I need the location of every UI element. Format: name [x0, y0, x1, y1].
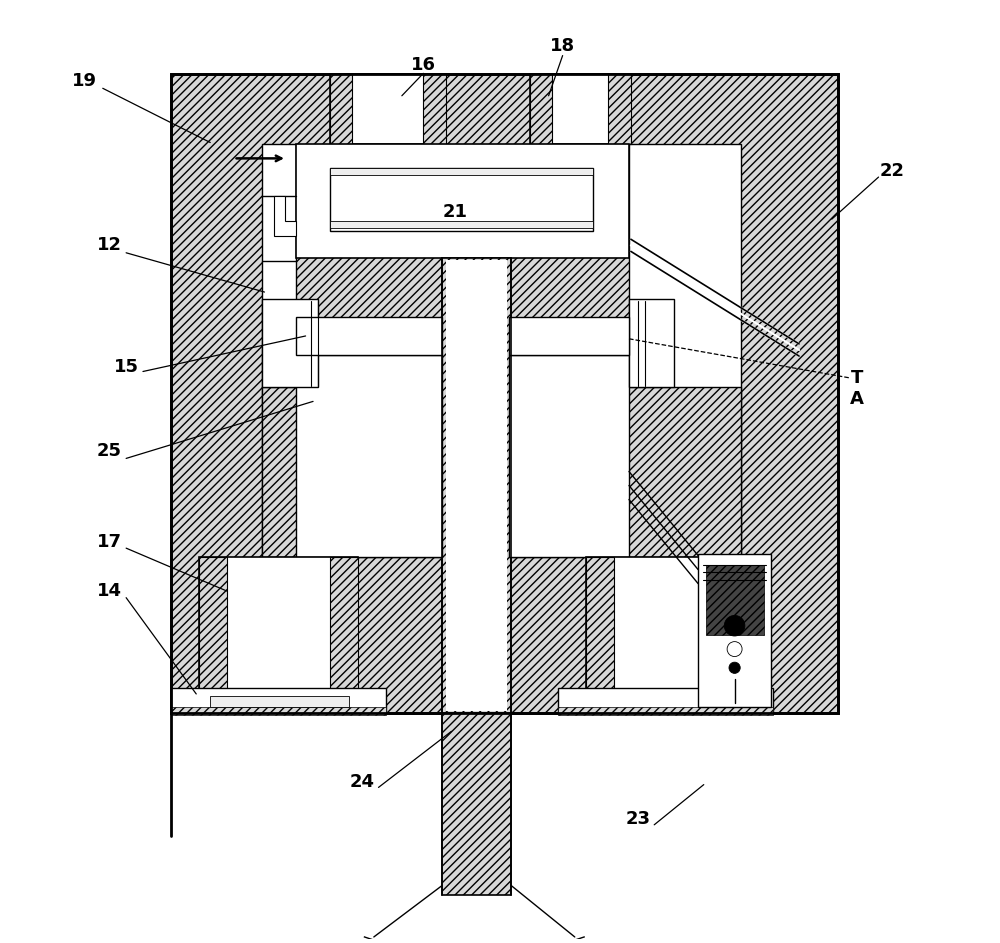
Bar [171, 688, 386, 713]
Bar [330, 557, 358, 707]
Bar [530, 74, 552, 144]
Text: 19: 19 [72, 72, 97, 90]
Text: 14: 14 [97, 582, 122, 600]
Bar [171, 707, 386, 715]
Bar [262, 144, 296, 557]
Polygon shape [274, 196, 296, 236]
Bar [629, 299, 674, 388]
Bar [509, 355, 629, 557]
Bar [296, 355, 442, 557]
Bar [509, 317, 629, 355]
Bar [171, 74, 838, 713]
Bar [330, 74, 352, 144]
Text: 15: 15 [114, 357, 139, 376]
Bar [629, 144, 741, 557]
Text: 23: 23 [626, 810, 651, 828]
Bar [586, 557, 614, 707]
Bar [698, 554, 771, 707]
Text: 16: 16 [411, 56, 436, 74]
Bar [717, 557, 745, 707]
Bar [262, 388, 444, 557]
Bar [509, 388, 741, 557]
Bar [330, 74, 446, 144]
Text: 21: 21 [443, 203, 468, 221]
Text: 17: 17 [97, 533, 122, 551]
Bar [442, 258, 511, 713]
Bar [199, 557, 227, 707]
Bar [423, 74, 446, 144]
Bar [586, 557, 745, 707]
Bar [558, 707, 773, 715]
Bar [296, 317, 442, 355]
Text: A: A [850, 389, 864, 407]
Bar [330, 168, 593, 231]
Bar [706, 565, 764, 635]
Bar [330, 168, 593, 175]
Bar [210, 696, 349, 707]
Text: 12: 12 [97, 237, 122, 255]
Text: 22: 22 [880, 161, 905, 179]
Bar [199, 557, 358, 707]
Text: 25: 25 [97, 442, 122, 460]
Bar [171, 74, 838, 713]
Text: T: T [851, 369, 863, 387]
Bar [330, 221, 593, 228]
Text: 18: 18 [550, 37, 575, 56]
Bar [558, 688, 773, 713]
Text: 24: 24 [349, 773, 374, 791]
Circle shape [724, 616, 745, 636]
Bar [296, 144, 629, 258]
Bar [446, 260, 507, 711]
Circle shape [729, 662, 740, 673]
Bar [530, 74, 631, 144]
Bar [262, 299, 318, 388]
Bar [608, 74, 631, 144]
Bar [442, 713, 511, 895]
Circle shape [727, 641, 742, 656]
